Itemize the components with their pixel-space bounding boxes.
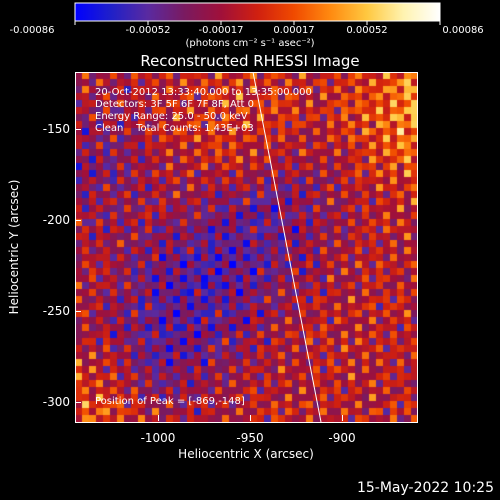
colorbar-tick-label: 0.00086	[442, 25, 484, 36]
x-tick-label: -1000	[140, 431, 176, 445]
colorbar-gradient	[74, 2, 441, 22]
y-tick-label: -150	[42, 122, 70, 136]
colorbar-tick-label: 0.00052	[346, 25, 388, 36]
peak-position: Position of Peak = [-869,-148]	[95, 396, 245, 407]
y-axis-label: Heliocentric Y (arcsec)	[7, 179, 21, 315]
colorbar-tick-label: -0.00017	[198, 25, 244, 36]
y-tick-label: -250	[42, 304, 70, 318]
info-block: 20-Oct-2012 13:33:40.000 to 13:35:00.000…	[95, 87, 312, 135]
info-line: Detectors: 3F 5F 6F 7F 8F, Att 0	[95, 99, 255, 110]
y-tick-label: -200	[42, 213, 70, 227]
colorbar-units: (photons cm⁻² s⁻¹ asec⁻²)	[185, 38, 315, 49]
plot-title: Reconstructed RHESSI Image	[140, 52, 360, 70]
info-line: Clean Total Counts: 1.43E+03	[95, 123, 254, 134]
x-tick-label: -900	[328, 431, 356, 445]
limb-line	[252, 72, 322, 422]
x-tick-label: -950	[236, 431, 264, 445]
colorbar-tick-label: -0.00052	[125, 25, 171, 36]
colorbar	[74, 2, 441, 25]
colorbar-tick-label: -0.00086	[9, 25, 55, 36]
info-line: 20-Oct-2012 13:33:40.000 to 13:35:00.000	[95, 87, 312, 98]
reconstructed-image	[75, 72, 417, 422]
y-tick-mark	[75, 311, 81, 312]
x-axis-label: Heliocentric X (arcsec)	[178, 447, 314, 461]
timestamp: 15-May-2022 10:25	[356, 480, 494, 496]
y-tick-label: -300	[42, 395, 70, 409]
x-tick-mark	[250, 415, 251, 421]
x-tick-mark	[158, 415, 159, 421]
y-tick-mark	[75, 402, 81, 403]
colorbar-tick-label: 0.00017	[273, 25, 315, 36]
info-line: Energy Range: 25.0 - 50.0 keV	[95, 111, 248, 122]
y-tick-mark	[75, 129, 81, 130]
y-tick-mark	[75, 220, 81, 221]
image-plot-area	[75, 72, 417, 422]
x-tick-mark	[342, 415, 343, 421]
